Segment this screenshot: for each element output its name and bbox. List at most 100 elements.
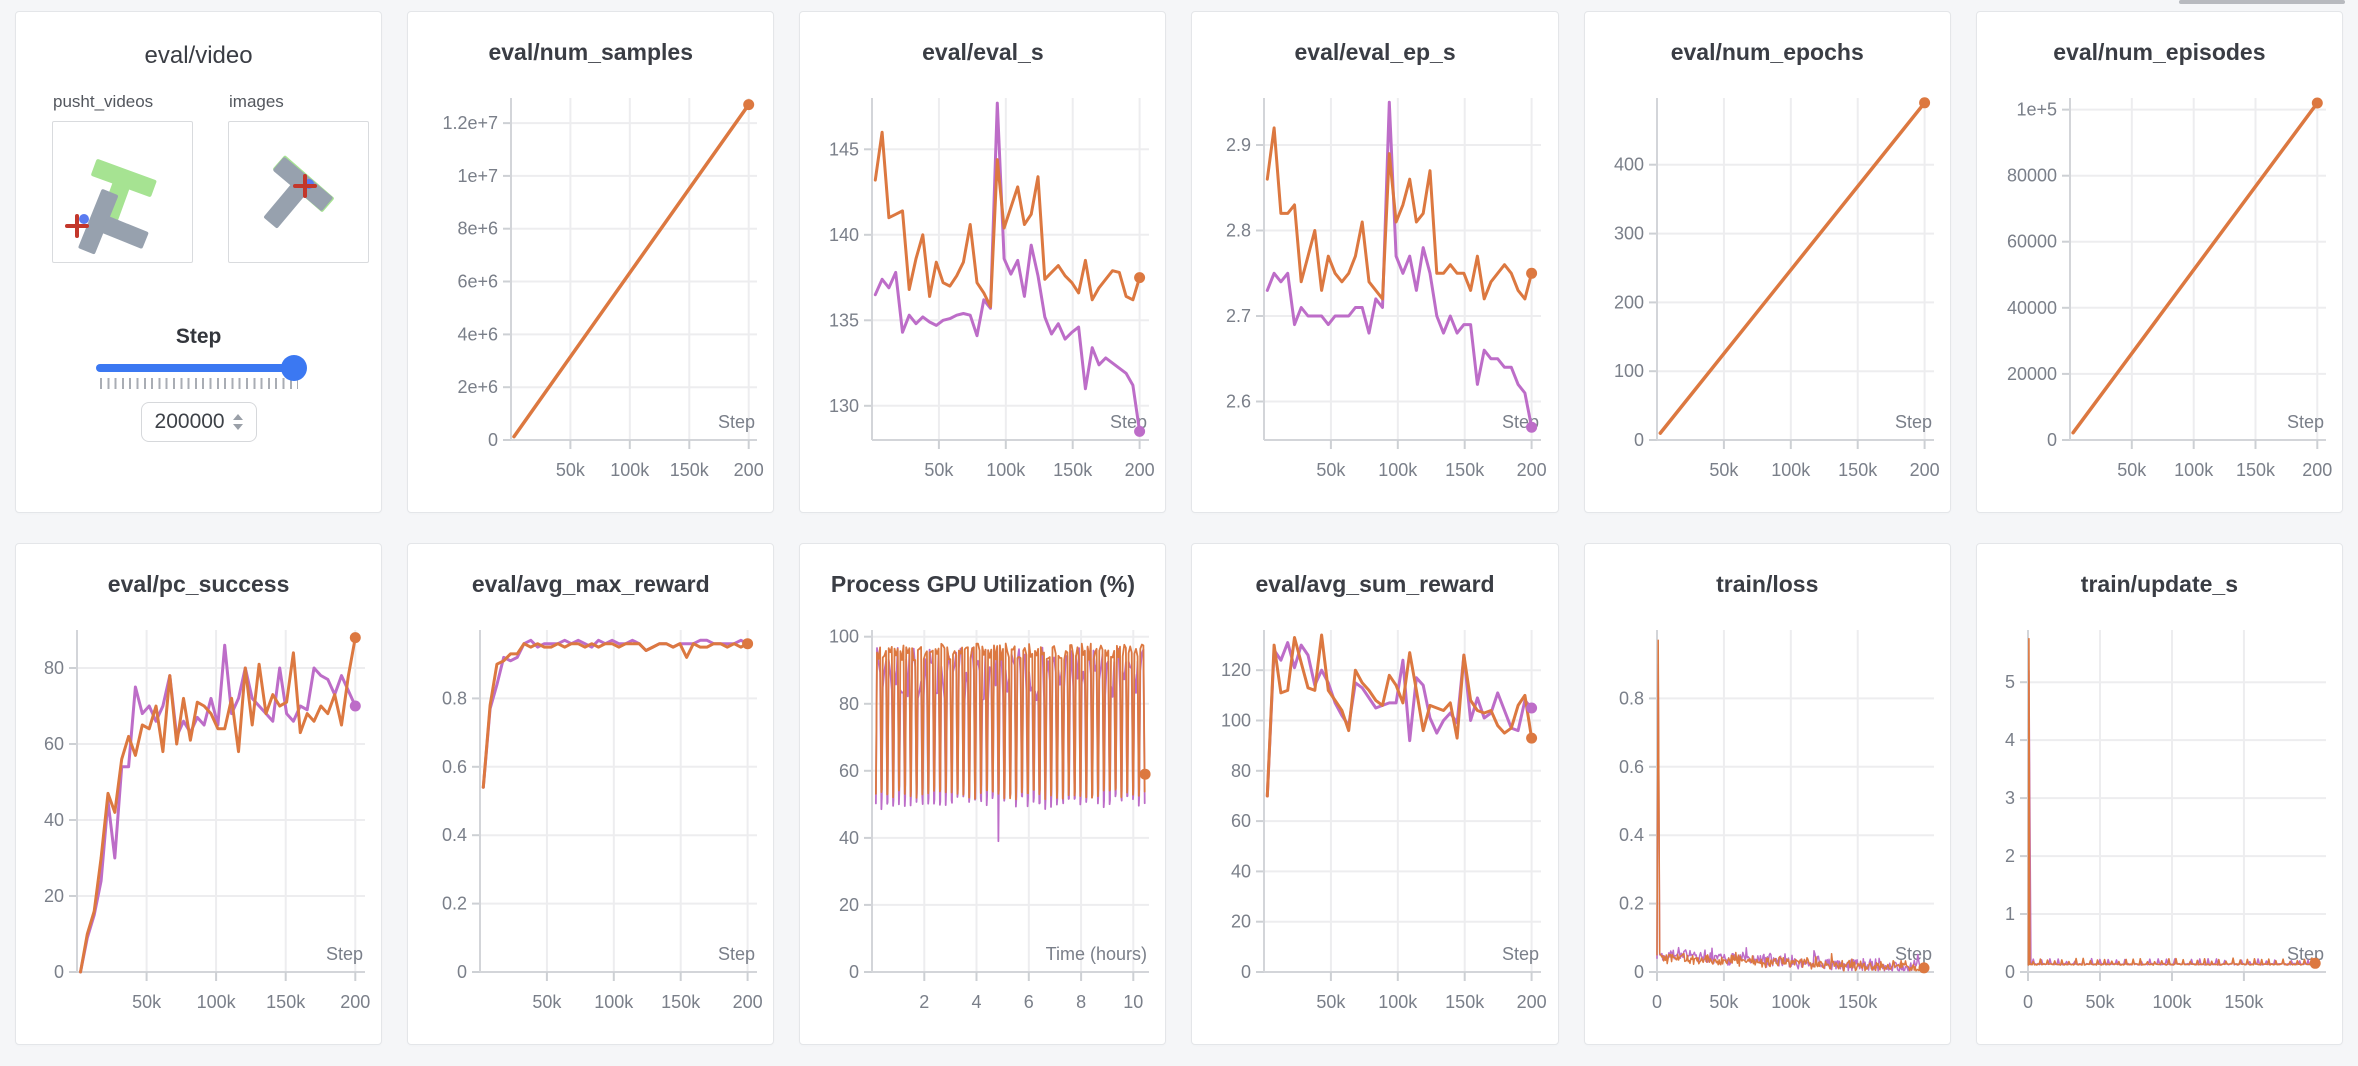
- svg-text:60: 60: [839, 761, 859, 781]
- chart-eval-num-epochs[interactable]: 0 100 200 300 400 50k 100k 150k 200 Step: [1585, 68, 1950, 508]
- panel-eval-num-episodes: eval/num_episodes 0 20000 40000 60000 80000 1…: [1975, 11, 2343, 513]
- panel-eval-num-epochs: eval/num_epochs 0 100 200 300 400 50k 100k 150k…: [1583, 11, 1951, 513]
- svg-text:0: 0: [54, 962, 64, 982]
- svg-text:100k: 100k: [610, 460, 650, 480]
- svg-text:200: 200: [1614, 292, 1644, 312]
- panel-title: eval/video: [144, 42, 253, 69]
- chart-title: Process GPU Utilization (%): [830, 571, 1135, 597]
- panel-eval-pc-success: eval/pc_success 0 20 40 60 80 50k 100k 150k 200 S…: [15, 543, 383, 1045]
- svg-text:4e+6: 4e+6: [458, 324, 499, 344]
- svg-text:100: 100: [1221, 711, 1251, 731]
- chart-eval-avg-sum-reward[interactable]: 0 20 40 60 80 100 120 50k 100k 150k 200 Step: [1192, 600, 1557, 1040]
- chart-eval-num-episodes[interactable]: 0 20000 40000 60000 80000 1e+5 50k 100k 150k 200 S…: [1977, 68, 2342, 508]
- chart-train-loss[interactable]: 0 0.2 0.4 0.6 0.8 0 50k 100k 150k Step: [1585, 600, 1950, 1040]
- svg-text:0: 0: [2047, 430, 2057, 450]
- chart-eval-avg-max-reward[interactable]: 0 0.2 0.4 0.6 0.8 50k 100k 150k 200 Step: [408, 600, 773, 1040]
- chart-title: eval/avg_max_reward: [471, 571, 710, 597]
- step-number-input[interactable]: 200000: [140, 402, 257, 442]
- pusht-render: [65, 159, 157, 255]
- svg-text:0.2: 0.2: [442, 894, 467, 914]
- svg-text:2: 2: [920, 992, 930, 1012]
- svg-text:100k: 100k: [594, 992, 634, 1012]
- svg-text:0.4: 0.4: [442, 825, 467, 845]
- svg-text:150k: 150k: [2224, 992, 2264, 1012]
- svg-text:100k: 100k: [2152, 992, 2192, 1012]
- panel-train-loss: train/loss 0 0.2 0.4 0.6 0.8 0 50k 100k 150k Step: [1583, 543, 1951, 1045]
- svg-text:40: 40: [839, 828, 859, 848]
- svg-text:2.6: 2.6: [1226, 392, 1251, 412]
- spinner-down-icon[interactable]: [232, 424, 243, 430]
- svg-text:80000: 80000: [2007, 166, 2057, 186]
- svg-text:40000: 40000: [2007, 298, 2057, 318]
- panel-eval-eval-s: eval/eval_s 130 135 140 145 50k 100k 150k 200 St…: [799, 11, 1167, 513]
- svg-text:Step: Step: [2287, 412, 2324, 432]
- chart-eval-num-samples[interactable]: 0 2e+6 4e+6 6e+6 8e+6 1e+7 1.2e+7 50k 100k 150k 20…: [408, 68, 773, 508]
- svg-text:100k: 100k: [1379, 460, 1419, 480]
- svg-text:0.6: 0.6: [1619, 757, 1644, 777]
- svg-text:100: 100: [1614, 361, 1644, 381]
- step-slider[interactable]: [96, 355, 308, 381]
- svg-text:0: 0: [849, 962, 859, 982]
- svg-text:80: 80: [1231, 761, 1251, 781]
- svg-text:200: 200: [733, 992, 763, 1012]
- svg-text:60: 60: [44, 734, 64, 754]
- svg-text:150k: 150k: [2236, 460, 2276, 480]
- chart-title: eval/avg_sum_reward: [1255, 571, 1495, 597]
- step-slider-thumb[interactable]: [281, 355, 308, 381]
- svg-text:40: 40: [44, 810, 64, 830]
- goal-cross-icon: [293, 174, 317, 198]
- pusht-video-thumbnail[interactable]: [52, 121, 193, 263]
- svg-text:1.2e+7: 1.2e+7: [443, 113, 499, 133]
- svg-text:400: 400: [1614, 155, 1644, 175]
- svg-text:4: 4: [972, 992, 982, 1012]
- svg-text:2: 2: [2005, 846, 2015, 866]
- svg-text:Step: Step: [1895, 412, 1932, 432]
- chart-eval-pc-success[interactable]: 0 20 40 60 80 50k 100k 150k 200 Step: [16, 600, 381, 1040]
- step-slider-track[interactable]: [96, 364, 302, 372]
- svg-text:100k: 100k: [197, 992, 237, 1012]
- svg-text:150k: 150k: [1054, 460, 1094, 480]
- svg-text:50k: 50k: [533, 992, 563, 1012]
- svg-text:0: 0: [2005, 962, 2015, 982]
- svg-text:100: 100: [829, 627, 859, 647]
- svg-text:Time (hours): Time (hours): [1046, 944, 1147, 964]
- svg-text:Step: Step: [1895, 944, 1932, 964]
- svg-text:150k: 150k: [1838, 460, 1878, 480]
- step-spinner[interactable]: [232, 414, 243, 430]
- image-thumbnail[interactable]: [228, 121, 369, 263]
- media-item-images: images: [228, 92, 369, 263]
- svg-text:150k: 150k: [661, 992, 701, 1012]
- svg-text:6: 6: [1024, 992, 1034, 1012]
- svg-text:200: 200: [1517, 460, 1547, 480]
- svg-text:0: 0: [457, 962, 467, 982]
- svg-text:80: 80: [839, 694, 859, 714]
- chart-title: eval/eval_ep_s: [1294, 39, 1456, 65]
- svg-text:1e+7: 1e+7: [458, 166, 499, 186]
- chart-title: train/update_s: [2080, 571, 2239, 597]
- svg-text:200: 200: [1125, 460, 1155, 480]
- svg-text:1e+5: 1e+5: [2016, 100, 2057, 120]
- svg-text:100k: 100k: [1379, 992, 1419, 1012]
- svg-text:8e+6: 8e+6: [458, 219, 499, 239]
- svg-text:2.8: 2.8: [1226, 221, 1251, 241]
- svg-text:150k: 150k: [266, 992, 306, 1012]
- svg-text:50k: 50k: [132, 992, 162, 1012]
- step-value[interactable]: 200000: [154, 410, 225, 433]
- step-slider-ticks: [99, 378, 298, 389]
- chart-gpu-utilization[interactable]: 0 20 40 60 80 100 2 4 6 8 10 Time (hours): [800, 600, 1165, 1040]
- svg-text:0.8: 0.8: [1619, 688, 1644, 708]
- svg-text:200: 200: [1517, 992, 1547, 1012]
- svg-text:20: 20: [44, 886, 64, 906]
- spinner-up-icon[interactable]: [232, 414, 243, 420]
- svg-text:100k: 100k: [1771, 992, 1811, 1012]
- panel-eval-eval-ep-s: eval/eval_ep_s 2.6 2.7 2.8 2.9 50k 100k 150k 20…: [1191, 11, 1559, 513]
- chart-title: train/loss: [1716, 571, 1819, 597]
- horizontal-scrollbar[interactable]: [2179, 0, 2345, 4]
- svg-text:145: 145: [829, 139, 859, 159]
- svg-text:50k: 50k: [1317, 460, 1347, 480]
- svg-text:200: 200: [734, 460, 764, 480]
